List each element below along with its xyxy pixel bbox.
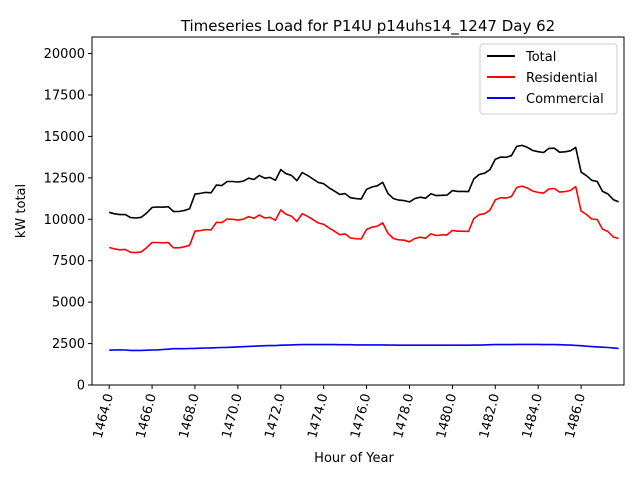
series-line-total: [108, 144, 619, 219]
y-tick-label: 0: [77, 379, 85, 394]
y-tick-label: 7500: [52, 254, 85, 269]
y-tick-label: 2500: [52, 337, 85, 352]
y-tick-label: 5000: [52, 296, 85, 311]
x-axis-label: Hour of Year: [314, 451, 394, 466]
legend: Total Residential Commercial: [479, 43, 618, 115]
y-tick-label: 20000: [44, 47, 85, 62]
y-tick-label: 12500: [44, 171, 85, 186]
legend-label-commercial: Commercial: [526, 92, 604, 107]
y-axis: 0 2500 5000 7500 10000 12500 15000 17500 20000: [44, 47, 92, 394]
y-tick-label: 17500: [44, 89, 85, 104]
plot-frame: [91, 36, 625, 386]
legend-label-total: Total: [525, 50, 556, 65]
legend-box: [479, 43, 618, 115]
chart-title: Timeseries Load for P14U p14uhs14_1247 D…: [180, 17, 555, 36]
y-tick-label: 15000: [44, 130, 85, 145]
series-lines: [108, 144, 619, 352]
series-line-residential: [108, 185, 619, 254]
y-tick-label: 10000: [44, 213, 85, 228]
legend-label-residential: Residential: [526, 71, 598, 86]
series-line-commercial: [109, 343, 619, 352]
y-axis-label: kW total: [14, 184, 29, 238]
